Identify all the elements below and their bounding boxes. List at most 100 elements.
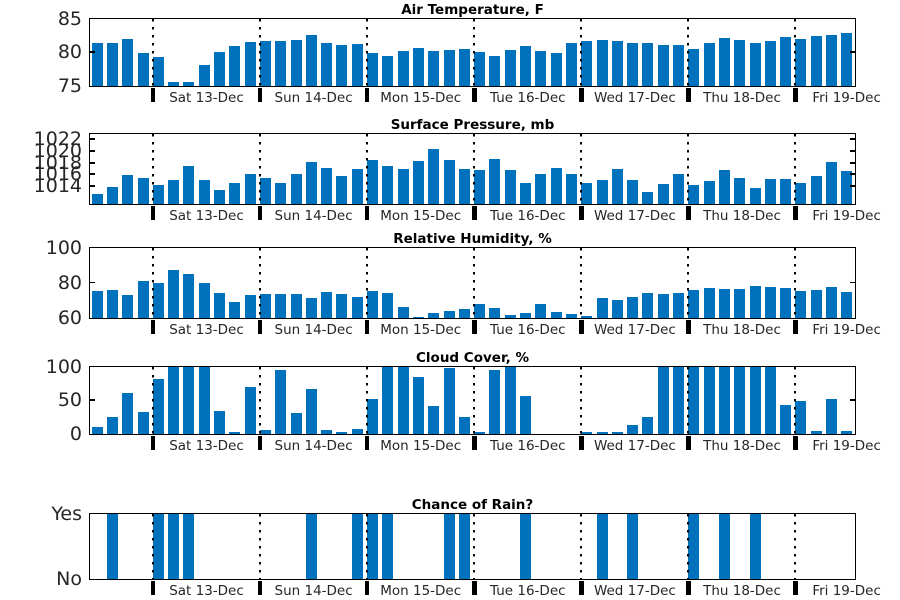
y-tick-mark bbox=[89, 185, 95, 187]
day-tick-marker bbox=[150, 205, 156, 220]
bar-relative-humidity bbox=[428, 313, 440, 318]
bar-relative-humidity bbox=[305, 298, 317, 318]
day-label: Tue 16-Dec bbox=[490, 89, 566, 106]
bar-surface-pressure bbox=[443, 160, 455, 204]
y-tick-mark bbox=[89, 138, 95, 141]
y-tick-mark bbox=[849, 138, 855, 141]
bar-relative-humidity bbox=[642, 293, 654, 318]
bar-surface-pressure bbox=[290, 173, 302, 204]
bar-relative-humidity bbox=[244, 294, 256, 318]
bar-surface-pressure bbox=[795, 183, 807, 204]
y-tick-label-surface-pressure: 1018 bbox=[33, 151, 82, 174]
bar-air-temperature bbox=[611, 40, 623, 86]
bar-cloud-cover bbox=[841, 430, 853, 434]
day-boundary-dotted-line bbox=[258, 513, 261, 579]
y-tick-label-surface-pressure: 1020 bbox=[33, 140, 82, 162]
bar-air-temperature bbox=[734, 39, 746, 86]
bar-cloud-cover bbox=[122, 393, 134, 434]
bar-surface-pressure bbox=[826, 161, 838, 204]
day-boundary-dotted-line bbox=[151, 247, 154, 318]
day-boundary-dotted-line bbox=[151, 366, 154, 434]
day-label: Fri 19-Dec bbox=[812, 582, 881, 599]
day-label: Fri 19-Dec bbox=[812, 321, 881, 338]
day-boundary-dotted-line bbox=[687, 247, 689, 318]
day-boundary-dotted-line bbox=[794, 18, 797, 86]
bar-air-temperature bbox=[183, 82, 195, 86]
bar-cloud-cover bbox=[611, 432, 623, 434]
day-boundary-dotted-line bbox=[365, 133, 368, 204]
bar-air-temperature bbox=[428, 50, 440, 86]
day-label: Wed 17-Dec bbox=[593, 89, 676, 106]
chart-title-surface-pressure: Surface Pressure, mb bbox=[390, 117, 555, 133]
bar-cloud-cover bbox=[474, 432, 486, 434]
bar-cloud-cover bbox=[290, 413, 302, 434]
bar-relative-humidity bbox=[106, 289, 118, 318]
bar-cloud-cover bbox=[137, 412, 149, 434]
day-label: Mon 15-Dec bbox=[380, 437, 462, 454]
y-tick-mark bbox=[89, 51, 95, 53]
bar-surface-pressure bbox=[275, 183, 287, 204]
day-label: Fri 19-Dec bbox=[812, 437, 881, 454]
bar-relative-humidity bbox=[229, 301, 241, 318]
bar-cloud-cover bbox=[780, 404, 792, 434]
bar-cloud-cover bbox=[351, 429, 363, 434]
bar-chance-of-rain bbox=[596, 513, 608, 579]
bar-surface-pressure bbox=[749, 187, 761, 204]
bar-cloud-cover bbox=[367, 398, 379, 434]
bar-surface-pressure bbox=[152, 184, 164, 204]
day-boundary-dotted-line bbox=[687, 366, 689, 434]
bar-surface-pressure bbox=[474, 170, 486, 204]
bar-chance-of-rain bbox=[106, 513, 118, 579]
day-boundary-dotted-line bbox=[365, 366, 368, 434]
day-tick-marker bbox=[257, 87, 263, 102]
bar-cloud-cover bbox=[336, 431, 348, 434]
bar-air-temperature bbox=[627, 43, 639, 86]
bar-cloud-cover bbox=[826, 399, 838, 434]
day-label: Tue 16-Dec bbox=[490, 207, 566, 224]
bar-cloud-cover bbox=[489, 369, 501, 434]
bar-cloud-cover bbox=[305, 389, 317, 434]
day-boundary-dotted-line bbox=[579, 247, 582, 318]
bar-cloud-cover bbox=[428, 406, 440, 434]
bar-surface-pressure bbox=[718, 169, 730, 204]
bar-air-temperature bbox=[718, 37, 730, 86]
day-boundary-dotted-line bbox=[472, 247, 475, 318]
bar-air-temperature bbox=[412, 47, 424, 86]
bar-relative-humidity bbox=[703, 287, 715, 318]
bar-relative-humidity bbox=[412, 316, 424, 318]
bar-cloud-cover bbox=[244, 387, 256, 434]
bar-air-temperature bbox=[397, 51, 409, 86]
day-boundary-dotted-line bbox=[151, 18, 154, 86]
bar-relative-humidity bbox=[198, 283, 210, 318]
y-tick-label-surface-pressure: 1016 bbox=[33, 163, 82, 186]
bar-relative-humidity bbox=[122, 294, 134, 318]
bar-relative-humidity bbox=[810, 289, 822, 318]
bar-air-temperature bbox=[91, 42, 103, 86]
plot-area-relative-humidity bbox=[88, 246, 856, 319]
bar-air-temperature bbox=[106, 42, 118, 86]
day-boundary-dotted-line bbox=[472, 18, 475, 86]
bar-cloud-cover bbox=[520, 395, 532, 434]
y-tick-mark bbox=[849, 161, 855, 164]
bar-air-temperature bbox=[137, 53, 149, 86]
bar-chance-of-rain bbox=[152, 513, 164, 579]
bar-cloud-cover bbox=[810, 430, 822, 434]
bar-air-temperature bbox=[810, 35, 822, 86]
day-tick-marker bbox=[150, 435, 156, 450]
bar-air-temperature bbox=[443, 50, 455, 86]
bar-cloud-cover bbox=[198, 366, 210, 434]
day-label: Sun 14-Dec bbox=[274, 321, 353, 338]
plot-area-air-temperature bbox=[88, 17, 856, 87]
day-tick-marker bbox=[579, 87, 584, 102]
bar-chance-of-rain bbox=[718, 513, 730, 579]
bar-surface-pressure bbox=[412, 160, 424, 204]
day-label: Tue 16-Dec bbox=[490, 582, 566, 599]
day-tick-marker bbox=[579, 580, 584, 595]
bar-cloud-cover bbox=[412, 377, 424, 434]
chart-title-relative-humidity: Relative Humidity, % bbox=[393, 231, 552, 247]
day-tick-marker bbox=[472, 435, 477, 450]
bar-relative-humidity bbox=[718, 288, 730, 318]
bar-relative-humidity bbox=[535, 304, 547, 318]
